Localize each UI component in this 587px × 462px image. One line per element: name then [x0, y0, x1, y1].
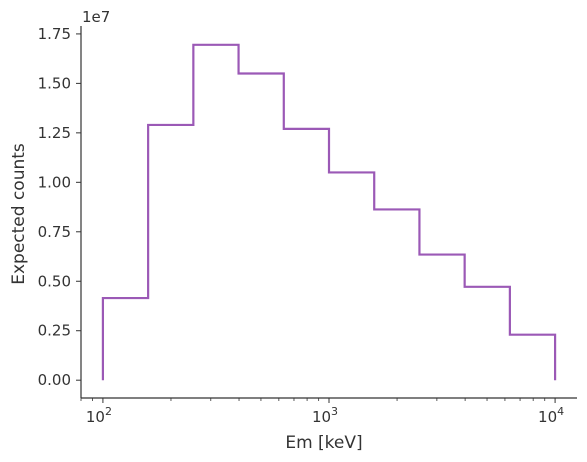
x-tick-label: 102	[86, 405, 112, 426]
y-tick-label: 1.75	[38, 25, 71, 43]
y-axis: 0.00 0.25 0.50 0.75 1.00 1.25 1.50 1.75	[38, 25, 82, 398]
y-tick-label: 0.25	[38, 322, 71, 340]
series-step-line	[101, 43, 557, 381]
x-tick-label-base: 10	[86, 408, 105, 426]
x-tick-label: 103	[312, 405, 338, 426]
y-tick-label: 0.50	[38, 272, 71, 290]
x-axis-title: Em [keV]	[285, 433, 362, 453]
y-tick-label: 1.50	[38, 74, 71, 92]
x-tick-label-base: 10	[312, 408, 331, 426]
y-tick-label: 1.25	[38, 124, 71, 142]
x-tick-label: 104	[538, 405, 564, 426]
y-tick-label: 0.75	[38, 223, 71, 241]
x-tick-label-base: 10	[538, 408, 557, 426]
y-tick-label: 1.00	[38, 173, 71, 191]
x-tick-label-exponent: 4	[557, 405, 564, 418]
x-tick-label-exponent: 3	[331, 405, 338, 418]
x-tick-label-exponent: 2	[105, 405, 112, 418]
plot-area	[101, 43, 557, 381]
y-axis-title: Expected counts	[9, 143, 29, 285]
x-axis: 102 103 104	[80, 397, 577, 426]
y-tick-label: 0.00	[38, 371, 71, 389]
y-offset-label: 1e7	[82, 8, 110, 26]
